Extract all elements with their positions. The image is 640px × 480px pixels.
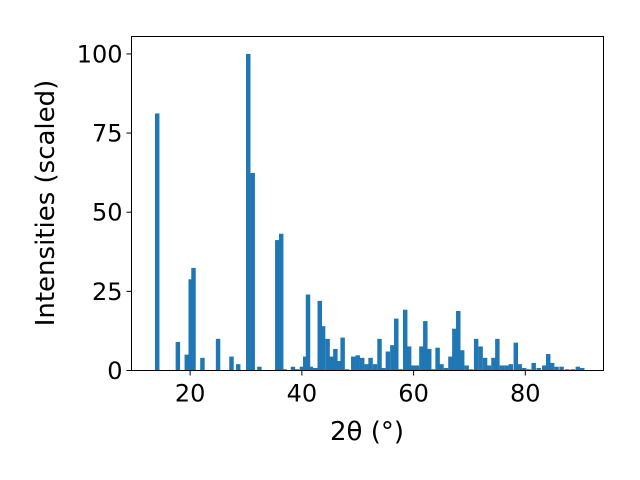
y-tick-label: 75: [92, 120, 123, 148]
bar: [545, 354, 551, 371]
bar: [580, 367, 585, 371]
bar: [200, 357, 205, 371]
bar: [308, 366, 314, 371]
bar: [229, 356, 234, 371]
bar: [435, 347, 440, 371]
bar: [473, 338, 479, 371]
bar: [452, 328, 457, 371]
plot-area-frame: [131, 36, 604, 371]
bar: [482, 357, 488, 371]
bar: [278, 233, 284, 371]
bar: [495, 338, 500, 371]
bar: [443, 367, 449, 371]
bar: [377, 338, 382, 371]
bar: [355, 355, 360, 371]
bar: [448, 356, 453, 371]
bar: [154, 113, 160, 371]
y-tick-label: 50: [92, 199, 123, 227]
bar: [423, 321, 428, 371]
bar: [513, 342, 519, 371]
bar: [215, 338, 221, 371]
bar: [410, 365, 416, 371]
bar: [468, 369, 474, 371]
bar: [486, 365, 492, 371]
bar: [549, 362, 555, 371]
bar: [333, 348, 338, 371]
bar: [372, 364, 378, 371]
bar: [368, 357, 373, 371]
bar: [282, 369, 287, 371]
bar: [531, 362, 536, 371]
bar: [340, 337, 345, 371]
bar: [385, 351, 391, 371]
bar: [491, 357, 496, 371]
bar: [554, 366, 559, 371]
bar: [305, 294, 311, 371]
x-axis-ticks: 20 40 60 80: [175, 370, 541, 408]
bar: [184, 354, 190, 371]
bar: [359, 357, 365, 371]
bar: [325, 338, 330, 371]
bar: [426, 348, 432, 371]
bar: [430, 369, 436, 371]
bar: [402, 309, 408, 371]
bar: [559, 366, 564, 371]
bar: [414, 365, 420, 371]
bar: [313, 367, 318, 371]
bars-group: [154, 53, 585, 371]
bar: [464, 365, 469, 371]
bar: [329, 356, 334, 371]
bar: [398, 369, 403, 371]
bar: [390, 345, 395, 371]
bar: [336, 361, 341, 371]
y-axis-label: Intensities (scaled): [31, 80, 61, 327]
bar: [290, 366, 296, 371]
bar: [351, 356, 356, 371]
bar: [570, 369, 576, 371]
x-tick-label: 80: [510, 380, 541, 408]
bar: [517, 364, 522, 371]
bar: [246, 53, 251, 371]
bar: [275, 240, 280, 371]
bar: [175, 342, 181, 371]
bar: [536, 367, 541, 371]
bar: [344, 369, 350, 371]
bar: [235, 364, 241, 371]
x-tick-label: 60: [398, 380, 429, 408]
bar: [257, 366, 262, 371]
bar: [526, 369, 531, 371]
bar: [381, 367, 386, 371]
bar: [456, 310, 461, 371]
bar: [459, 350, 465, 371]
bar: [394, 318, 399, 371]
bar: [406, 346, 412, 371]
bar: [478, 346, 483, 371]
bar: [542, 365, 547, 371]
bar: [575, 366, 581, 371]
bar: [299, 366, 305, 371]
bar: [364, 364, 369, 371]
bar: [250, 172, 255, 371]
x-tick-label: 40: [287, 380, 318, 408]
bar: [499, 365, 505, 371]
bar: [320, 326, 326, 371]
x-axis-label: 2θ (°): [330, 417, 404, 447]
bar: [504, 365, 509, 371]
bar: [317, 300, 322, 371]
bar: [302, 356, 308, 371]
bar: [564, 369, 570, 371]
bar: [521, 367, 527, 371]
bar: [419, 346, 424, 371]
bar: [188, 279, 193, 371]
y-tick-label: 25: [92, 278, 123, 306]
y-axis-ticks: 0 25 50 75 100: [77, 40, 132, 385]
y-tick-label: 0: [107, 357, 122, 385]
bar: [294, 369, 300, 371]
bar: [508, 364, 514, 371]
x-tick-label: 20: [175, 380, 206, 408]
bar: [191, 267, 196, 371]
y-tick-label: 100: [77, 40, 123, 68]
bar: [439, 364, 444, 371]
